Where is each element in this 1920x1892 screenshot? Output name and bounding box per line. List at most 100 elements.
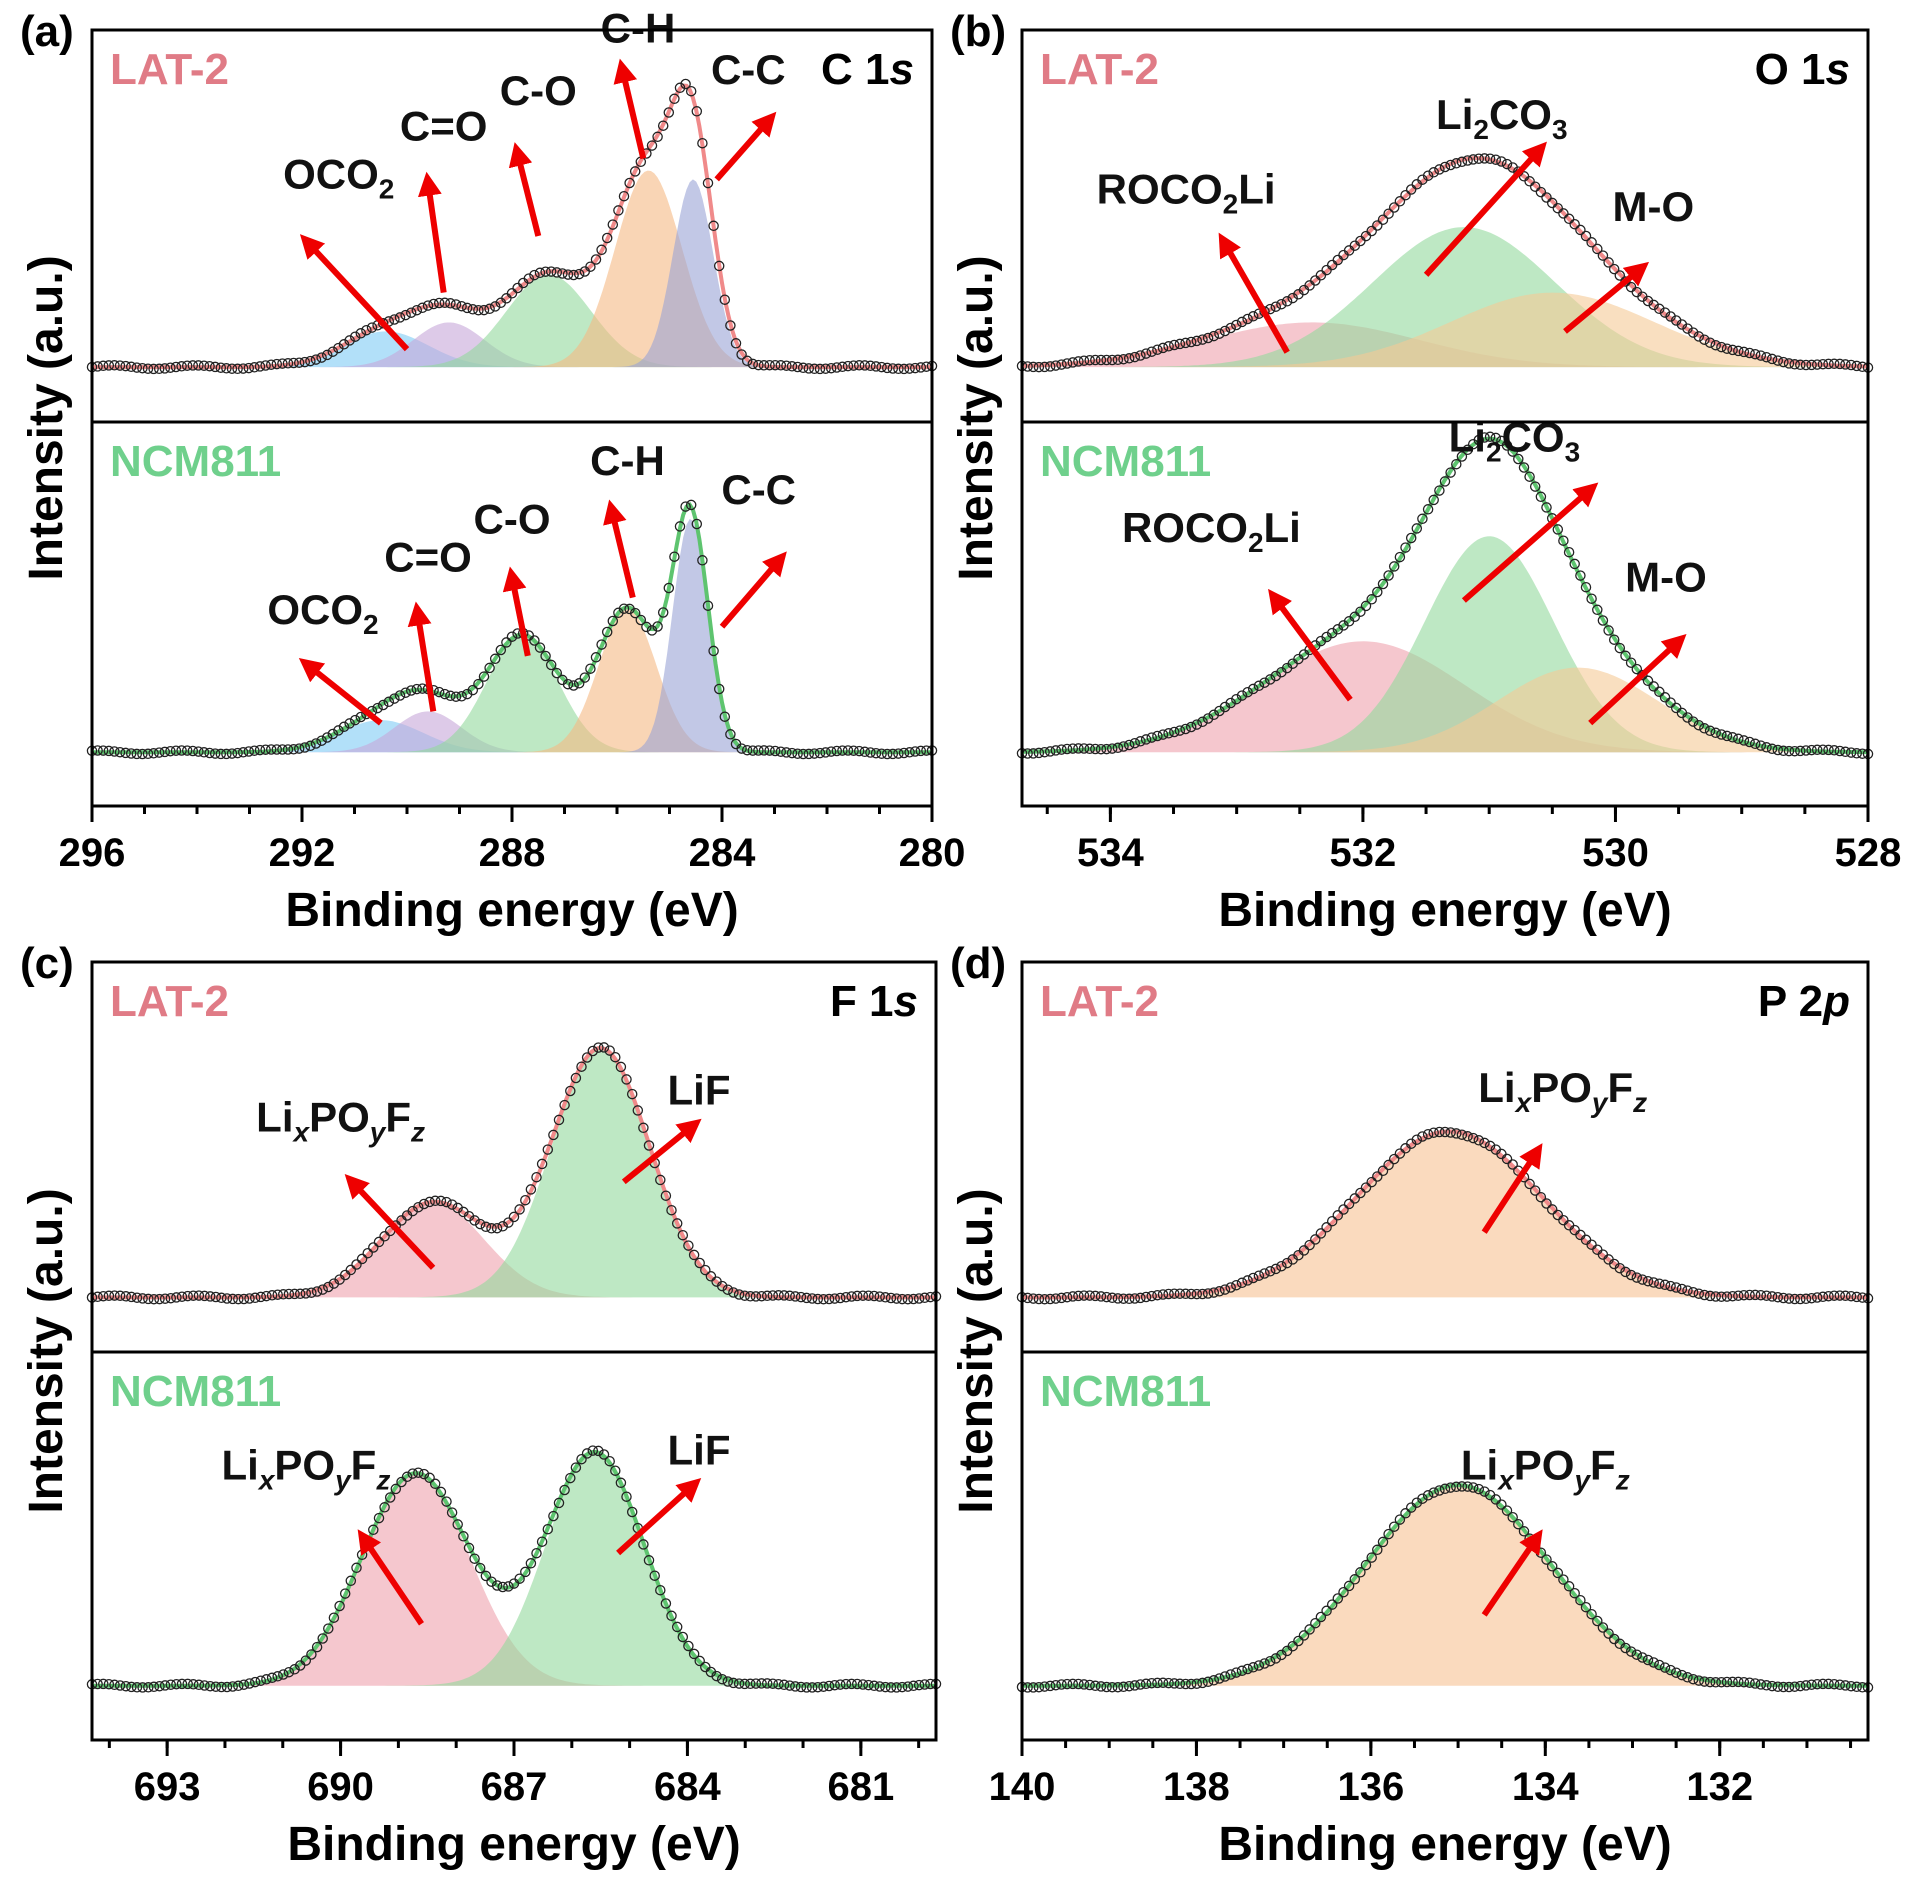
data-point xyxy=(489,301,501,312)
data-point xyxy=(424,1196,435,1208)
data-point xyxy=(1659,1662,1671,1673)
data-point xyxy=(1727,1676,1738,1688)
data-point xyxy=(379,1231,390,1242)
data-point xyxy=(400,309,411,321)
data-point xyxy=(1654,686,1665,698)
fit-envelope xyxy=(1022,436,1868,755)
sample-label: NCM811 xyxy=(1040,1367,1211,1416)
data-point xyxy=(1800,359,1812,371)
data-point xyxy=(193,1290,205,1301)
data-point xyxy=(232,747,243,759)
data-point xyxy=(716,1673,728,1685)
data-point xyxy=(1152,1289,1163,1301)
data-point xyxy=(1135,1292,1146,1304)
data-point xyxy=(801,1292,812,1304)
data-point xyxy=(1310,1234,1321,1245)
data-point xyxy=(601,232,613,244)
peak-label: M-O xyxy=(1625,554,1707,601)
peak-label: LixPOyFz xyxy=(221,1441,390,1495)
y-axis-label: Intensity (a.u.) xyxy=(20,255,73,580)
data-point xyxy=(221,363,232,374)
data-point xyxy=(282,744,294,755)
data-point xyxy=(148,1681,160,1693)
data-point xyxy=(1558,1574,1569,1585)
data-point xyxy=(1614,1262,1626,1274)
data-point xyxy=(418,1468,430,1480)
data-point xyxy=(1546,1204,1558,1215)
data-point xyxy=(607,615,619,627)
data-point xyxy=(536,1158,548,1170)
data-point xyxy=(1090,354,1101,366)
data-point xyxy=(657,607,669,618)
data-point xyxy=(221,1681,233,1693)
data-point xyxy=(199,1290,210,1302)
data-point xyxy=(1417,1131,1428,1142)
data-point xyxy=(137,748,148,760)
data-point xyxy=(728,1677,739,1689)
data-point xyxy=(1073,356,1084,367)
data-point xyxy=(559,1484,570,1496)
data-point xyxy=(786,361,798,372)
data-point xyxy=(1761,1290,1772,1301)
data-point xyxy=(1738,1676,1750,1688)
data-point xyxy=(739,1290,750,1301)
data-point xyxy=(1417,513,1428,525)
data-point xyxy=(1800,1293,1812,1305)
data-point xyxy=(1033,361,1045,373)
data-point xyxy=(1394,1514,1406,1525)
data-point xyxy=(531,1547,542,1559)
data-point xyxy=(525,1558,537,1569)
annotation-arrow xyxy=(357,1529,424,1626)
fit-envelope xyxy=(92,501,932,755)
tick-label: 681 xyxy=(827,1765,894,1809)
data-point xyxy=(851,1678,863,1690)
data-point xyxy=(1445,467,1456,478)
data-point xyxy=(1033,1681,1045,1693)
data-point xyxy=(1603,625,1614,636)
data-point xyxy=(1326,1599,1338,1610)
data-point xyxy=(1738,735,1750,746)
element-label: C 1s xyxy=(821,45,914,94)
data-point xyxy=(456,300,467,312)
raw-data-points xyxy=(86,1445,942,1693)
data-point xyxy=(601,626,613,638)
data-point xyxy=(851,1290,863,1302)
data-point xyxy=(103,1678,115,1690)
data-point xyxy=(898,363,910,375)
data-point xyxy=(1473,434,1485,446)
data-point xyxy=(773,1290,784,1301)
data-point xyxy=(831,745,843,757)
data-point xyxy=(598,1042,610,1053)
data-point xyxy=(1806,359,1817,371)
peak-label: OCO2 xyxy=(267,586,378,640)
data-point xyxy=(1541,192,1552,203)
data-point xyxy=(1050,360,1062,371)
data-point xyxy=(891,1682,902,1693)
data-point xyxy=(581,1448,593,1459)
data-point xyxy=(271,744,283,755)
data-point xyxy=(688,1249,700,1261)
data-point xyxy=(1146,346,1157,357)
data-point xyxy=(1439,1483,1451,1495)
component-roco2li xyxy=(1022,322,1868,368)
data-point xyxy=(439,688,451,700)
data-point xyxy=(840,1291,852,1303)
data-point xyxy=(1428,167,1439,178)
data-point xyxy=(216,1681,227,1693)
raw-data-points xyxy=(1016,431,1874,760)
data-point xyxy=(244,1293,255,1304)
data-point xyxy=(1795,359,1806,371)
data-point xyxy=(1755,1289,1767,1301)
data-point xyxy=(1304,1239,1315,1251)
data-point xyxy=(210,1291,222,1303)
data-point xyxy=(1456,451,1468,462)
data-point xyxy=(1259,677,1270,688)
data-point xyxy=(469,1215,480,1226)
annotation-arrow xyxy=(1588,633,1687,726)
annotation-arrow xyxy=(1423,141,1547,277)
data-point xyxy=(573,268,585,280)
data-point xyxy=(806,1293,818,1304)
data-point xyxy=(1586,237,1597,248)
data-point xyxy=(683,1640,694,1652)
data-point xyxy=(323,1623,334,1634)
